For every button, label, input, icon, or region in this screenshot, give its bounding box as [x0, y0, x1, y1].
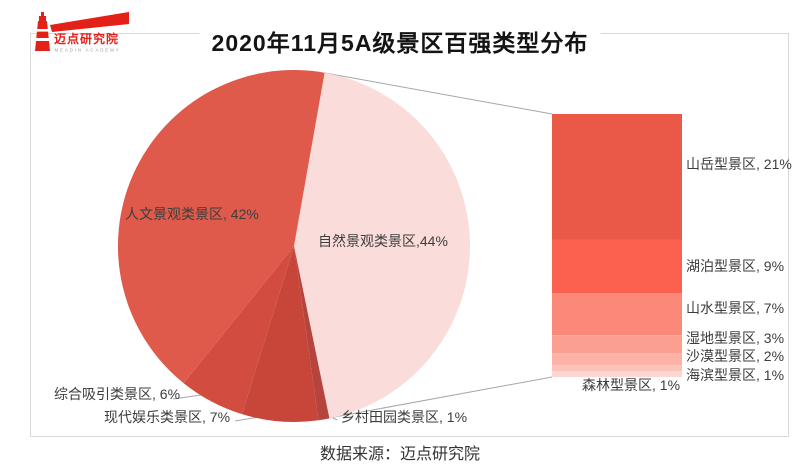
data-source-text: 数据来源：迈点研究院 — [319, 446, 480, 463]
bar-segment-湿地型景区 — [552, 335, 682, 354]
bar-label-shamo: 沙漠型景区, 2% — [686, 348, 785, 364]
pie-label-zonghe-xiyin: 综合吸引类景区, 6% — [54, 386, 181, 402]
bar-label-haibin: 海滨型景区, 1% — [686, 367, 785, 383]
bar-label-shanshui: 山水型景区, 7% — [686, 300, 785, 316]
brand-logo: 迈点研究院 MEADIN ACADEMY — [35, 12, 129, 53]
pie-label-ziran-jingguan: 自然景观类景区,44% — [318, 233, 448, 249]
chart-title: 2020年11月5A级景区百强类型分布 — [199, 24, 601, 58]
pie-slice-人文景观类景区 — [117, 70, 325, 384]
bar-segment-山水型景区 — [552, 293, 682, 336]
bar-label-hupo: 湖泊型景区, 9% — [686, 258, 785, 274]
pie-slice-现代娱乐类景区 — [242, 246, 319, 422]
pie-label-xiandai-yule: 现代娱乐类景区, 7% — [104, 409, 231, 425]
pie-label-xiangcun-tianyuan: 乡村田园类景区, 1% — [341, 409, 468, 425]
logo-cn-text: 迈点研究院 — [54, 31, 119, 46]
pie-slice-综合吸引类景区 — [183, 246, 294, 415]
bar-segment-山岳型景区 — [552, 114, 682, 240]
pie-slice-乡村田园类景区 — [294, 246, 330, 421]
bar-segment-沙漠型景区 — [552, 353, 682, 366]
bar-label-senlin: 森林型景区, 1% — [582, 377, 681, 393]
pie-slice-自然景观类景区 — [294, 72, 470, 419]
lighthouse-icon — [35, 12, 129, 51]
bar-segment-湖泊型景区 — [552, 239, 682, 294]
bar-segment-森林型景区 — [552, 371, 682, 377]
bar-label-shidi: 湿地型景区, 3% — [686, 330, 785, 346]
connector-bottom-line — [328, 376, 553, 419]
connector-top-line — [324, 72, 553, 115]
bar-label-shanyue: 山岳型景区, 21% — [686, 156, 792, 172]
logo-en-text: MEADIN ACADEMY — [55, 48, 121, 53]
bar-segment-海滨型景区 — [552, 365, 682, 371]
pie-label-renwen-jingguan: 人文景观类景区, 42% — [125, 206, 259, 222]
